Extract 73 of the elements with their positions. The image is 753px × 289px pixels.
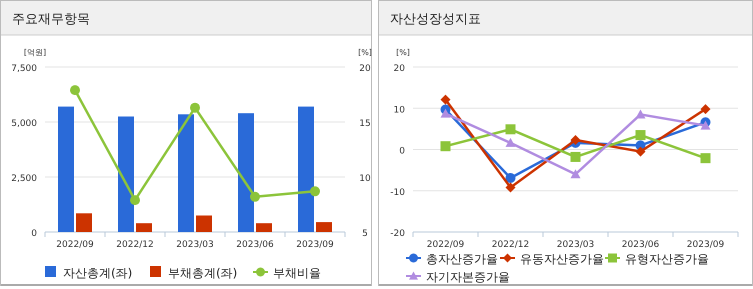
y2-tick-label: 15: [359, 119, 371, 129]
point: [700, 153, 710, 164]
y-tick-label: 10: [394, 105, 406, 116]
bar: [118, 116, 134, 232]
y-tick-label: 0: [31, 229, 38, 239]
point: [310, 186, 320, 196]
point: [636, 109, 646, 118]
y2-tick-label: 5: [362, 229, 368, 239]
x-tick-label: 2023/03: [556, 240, 594, 250]
point: [570, 135, 580, 146]
x-tick-label: 2023/06: [236, 240, 274, 250]
x-tick-label: 2022/12: [492, 240, 530, 250]
legend-부채총계(좌): 부채총계(좌): [150, 266, 238, 280]
y-axis-title: [억원]: [24, 48, 46, 57]
point: [440, 94, 450, 105]
y-axis-title: [%]: [396, 48, 410, 57]
point: [250, 192, 260, 202]
legend-label: 부채비율: [273, 266, 321, 280]
y-tick-label: 0: [399, 146, 406, 156]
bar: [136, 223, 152, 232]
point: [506, 182, 516, 192]
y-tick-label: 20: [394, 64, 406, 74]
point: [70, 85, 80, 96]
legend-유형자산증가율: 유형자산증가율: [605, 252, 709, 266]
legend-label: 자산총계(좌): [63, 266, 132, 280]
point: [506, 124, 516, 134]
x-tick-label: 2023/09: [686, 240, 724, 250]
bar: [256, 223, 272, 232]
chart-title: 자산성장성지표: [390, 12, 481, 27]
bar: [178, 114, 194, 232]
y2-tick-label: 10: [359, 174, 371, 184]
legend-label: 자기자본증가율: [426, 270, 510, 284]
bar: [238, 113, 254, 232]
legend-label: 부채총계(좌): [168, 266, 238, 280]
point: [130, 195, 140, 206]
x-tick-label: 2023/09: [296, 240, 334, 250]
x-tick-label: 2023/03: [176, 240, 214, 250]
chart-title: 주요재무항목: [12, 12, 90, 27]
y-tick-label: 7,500: [11, 64, 38, 74]
y-tick-label: -20: [390, 229, 406, 239]
point: [506, 138, 516, 147]
legend-자산총계(좌): 자산총계(좌): [45, 266, 132, 280]
y-tick-label: -10: [390, 188, 406, 198]
point: [190, 102, 200, 113]
bar: [76, 213, 92, 232]
point: [700, 120, 710, 130]
x-tick-label: 2023/06: [622, 240, 660, 250]
point: [700, 104, 710, 114]
point: [570, 169, 580, 178]
legend-유동자산증가율: 유동자산증가율: [500, 252, 604, 266]
point: [440, 108, 450, 118]
bar: [58, 106, 74, 232]
point: [570, 152, 580, 162]
x-tick-label: 2022/12: [116, 240, 154, 250]
legend-자기자본증가율: 자기자본증가율: [406, 270, 510, 284]
bar: [316, 222, 332, 232]
legend-label: 총자산증가율: [426, 252, 498, 266]
point: [636, 130, 646, 140]
legend-총자산증가율: 총자산증가율: [406, 252, 498, 266]
legend-부채비율: 부채비율: [253, 266, 321, 280]
bar: [298, 106, 314, 232]
x-tick-label: 2022/09: [426, 240, 464, 250]
y2-axis-title: [%]: [358, 48, 372, 57]
y2-tick-label: 20: [359, 64, 371, 74]
y-tick-label: 5,000: [11, 119, 38, 129]
bar: [196, 216, 212, 232]
legend-label: 유동자산증가율: [520, 252, 604, 266]
point: [440, 141, 450, 152]
point: [636, 146, 646, 157]
y-tick-label: 2,500: [11, 174, 38, 184]
legend-label: 유형자산증가율: [625, 252, 709, 266]
x-tick-label: 2022/09: [56, 240, 94, 250]
point: [506, 172, 516, 183]
